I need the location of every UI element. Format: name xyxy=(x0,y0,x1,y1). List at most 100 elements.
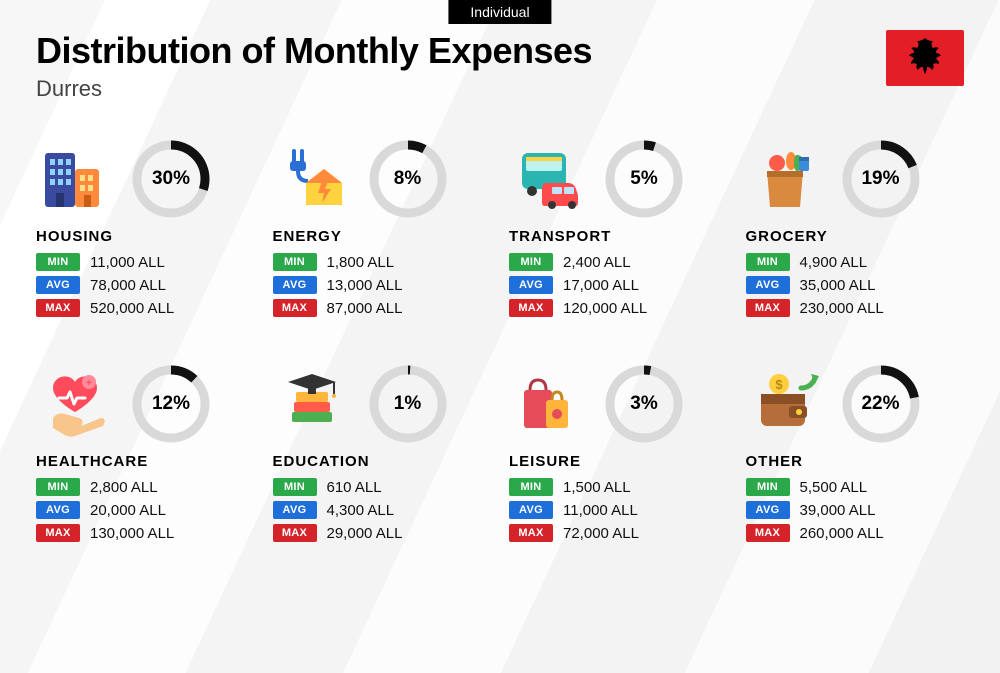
page-title: Distribution of Monthly Expenses xyxy=(36,30,592,72)
category-name: HOUSING xyxy=(36,228,255,245)
stat-row-avg: AVG 11,000 ALL xyxy=(509,501,728,519)
plug-house-icon xyxy=(273,140,351,218)
stat-row-avg: AVG 4,300 ALL xyxy=(273,501,492,519)
max-value: 130,000 ALL xyxy=(90,525,174,542)
avg-badge: AVG xyxy=(746,276,790,294)
min-badge: MIN xyxy=(36,253,80,271)
category-grid: 30% HOUSING MIN 11,000 ALL AVG 78,000 AL… xyxy=(36,140,964,542)
max-value: 120,000 ALL xyxy=(563,300,647,317)
avg-value: 11,000 ALL xyxy=(563,502,638,519)
stats-block: MIN 2,400 ALL AVG 17,000 ALL MAX 120,000… xyxy=(509,253,728,317)
percent-ring: 8% xyxy=(369,140,447,218)
avg-value: 35,000 ALL xyxy=(800,277,876,294)
percent-label: 22% xyxy=(842,365,920,443)
category-card-energy: 8% ENERGY MIN 1,800 ALL AVG 13,000 ALL M… xyxy=(273,140,492,317)
stat-row-max: MAX 29,000 ALL xyxy=(273,524,492,542)
stat-row-max: MAX 130,000 ALL xyxy=(36,524,255,542)
min-badge: MIN xyxy=(36,478,80,496)
category-card-grocery: 19% GROCERY MIN 4,900 ALL AVG 35,000 ALL… xyxy=(746,140,965,317)
percent-label: 19% xyxy=(842,140,920,218)
percent-ring: 12% xyxy=(132,365,210,443)
stats-block: MIN 5,500 ALL AVG 39,000 ALL MAX 260,000… xyxy=(746,478,965,542)
min-value: 1,500 ALL xyxy=(563,479,631,496)
grad-cap-books-icon xyxy=(273,365,351,443)
avg-value: 13,000 ALL xyxy=(327,277,403,294)
wallet-arrow-icon: $ xyxy=(746,365,824,443)
stat-row-max: MAX 520,000 ALL xyxy=(36,299,255,317)
stat-row-max: MAX 230,000 ALL xyxy=(746,299,965,317)
percent-ring: 19% xyxy=(842,140,920,218)
category-name: ENERGY xyxy=(273,228,492,245)
stat-row-min: MIN 1,500 ALL xyxy=(509,478,728,496)
stats-block: MIN 4,900 ALL AVG 35,000 ALL MAX 230,000… xyxy=(746,253,965,317)
min-badge: MIN xyxy=(509,478,553,496)
buildings-icon xyxy=(36,140,114,218)
avg-badge: AVG xyxy=(509,501,553,519)
avg-value: 17,000 ALL xyxy=(563,277,639,294)
tab-individual: Individual xyxy=(448,0,551,24)
percent-ring: 3% xyxy=(605,365,683,443)
avg-value: 4,300 ALL xyxy=(327,502,395,519)
category-name: HEALTHCARE xyxy=(36,453,255,470)
max-badge: MAX xyxy=(36,524,80,542)
stat-row-min: MIN 4,900 ALL xyxy=(746,253,965,271)
stat-row-max: MAX 120,000 ALL xyxy=(509,299,728,317)
bus-car-icon xyxy=(509,140,587,218)
min-badge: MIN xyxy=(746,478,790,496)
percent-label: 5% xyxy=(605,140,683,218)
max-value: 230,000 ALL xyxy=(800,300,884,317)
category-card-education: 1% EDUCATION MIN 610 ALL AVG 4,300 ALL M… xyxy=(273,365,492,542)
category-name: GROCERY xyxy=(746,228,965,245)
svg-text:+: + xyxy=(86,378,92,389)
category-name: OTHER xyxy=(746,453,965,470)
percent-ring: 1% xyxy=(369,365,447,443)
max-badge: MAX xyxy=(509,524,553,542)
max-badge: MAX xyxy=(273,299,317,317)
min-value: 1,800 ALL xyxy=(327,254,395,271)
page-subtitle: Durres xyxy=(36,76,592,102)
min-value: 2,400 ALL xyxy=(563,254,631,271)
max-value: 260,000 ALL xyxy=(800,525,884,542)
grocery-bag-icon xyxy=(746,140,824,218)
stat-row-min: MIN 11,000 ALL xyxy=(36,253,255,271)
percent-label: 3% xyxy=(605,365,683,443)
stat-row-max: MAX 87,000 ALL xyxy=(273,299,492,317)
stats-block: MIN 2,800 ALL AVG 20,000 ALL MAX 130,000… xyxy=(36,478,255,542)
stats-block: MIN 610 ALL AVG 4,300 ALL MAX 29,000 ALL xyxy=(273,478,492,542)
percent-label: 8% xyxy=(369,140,447,218)
percent-ring: 30% xyxy=(132,140,210,218)
min-value: 2,800 ALL xyxy=(90,479,158,496)
avg-badge: AVG xyxy=(36,501,80,519)
heart-hand-icon: + xyxy=(36,365,114,443)
min-value: 5,500 ALL xyxy=(800,479,868,496)
stat-row-max: MAX 260,000 ALL xyxy=(746,524,965,542)
min-badge: MIN xyxy=(273,253,317,271)
min-badge: MIN xyxy=(509,253,553,271)
stat-row-avg: AVG 35,000 ALL xyxy=(746,276,965,294)
stat-row-min: MIN 610 ALL xyxy=(273,478,492,496)
stats-block: MIN 1,500 ALL AVG 11,000 ALL MAX 72,000 … xyxy=(509,478,728,542)
category-card-transport: 5% TRANSPORT MIN 2,400 ALL AVG 17,000 AL… xyxy=(509,140,728,317)
max-badge: MAX xyxy=(746,524,790,542)
max-badge: MAX xyxy=(746,299,790,317)
percent-ring: 22% xyxy=(842,365,920,443)
min-value: 4,900 ALL xyxy=(800,254,868,271)
percent-label: 30% xyxy=(132,140,210,218)
min-value: 610 ALL xyxy=(327,479,382,496)
percent-label: 1% xyxy=(369,365,447,443)
avg-value: 39,000 ALL xyxy=(800,502,876,519)
header: Distribution of Monthly Expenses Durres xyxy=(36,30,592,102)
stats-block: MIN 11,000 ALL AVG 78,000 ALL MAX 520,00… xyxy=(36,253,255,317)
svg-text:$: $ xyxy=(775,377,783,392)
min-value: 11,000 ALL xyxy=(90,254,165,271)
max-value: 29,000 ALL xyxy=(327,525,403,542)
avg-badge: AVG xyxy=(36,276,80,294)
max-badge: MAX xyxy=(509,299,553,317)
flag-albania xyxy=(886,30,964,86)
category-card-leisure: 3% LEISURE MIN 1,500 ALL AVG 11,000 ALL … xyxy=(509,365,728,542)
stats-block: MIN 1,800 ALL AVG 13,000 ALL MAX 87,000 … xyxy=(273,253,492,317)
stat-row-min: MIN 5,500 ALL xyxy=(746,478,965,496)
shopping-bags-icon xyxy=(509,365,587,443)
avg-value: 20,000 ALL xyxy=(90,502,166,519)
max-badge: MAX xyxy=(36,299,80,317)
